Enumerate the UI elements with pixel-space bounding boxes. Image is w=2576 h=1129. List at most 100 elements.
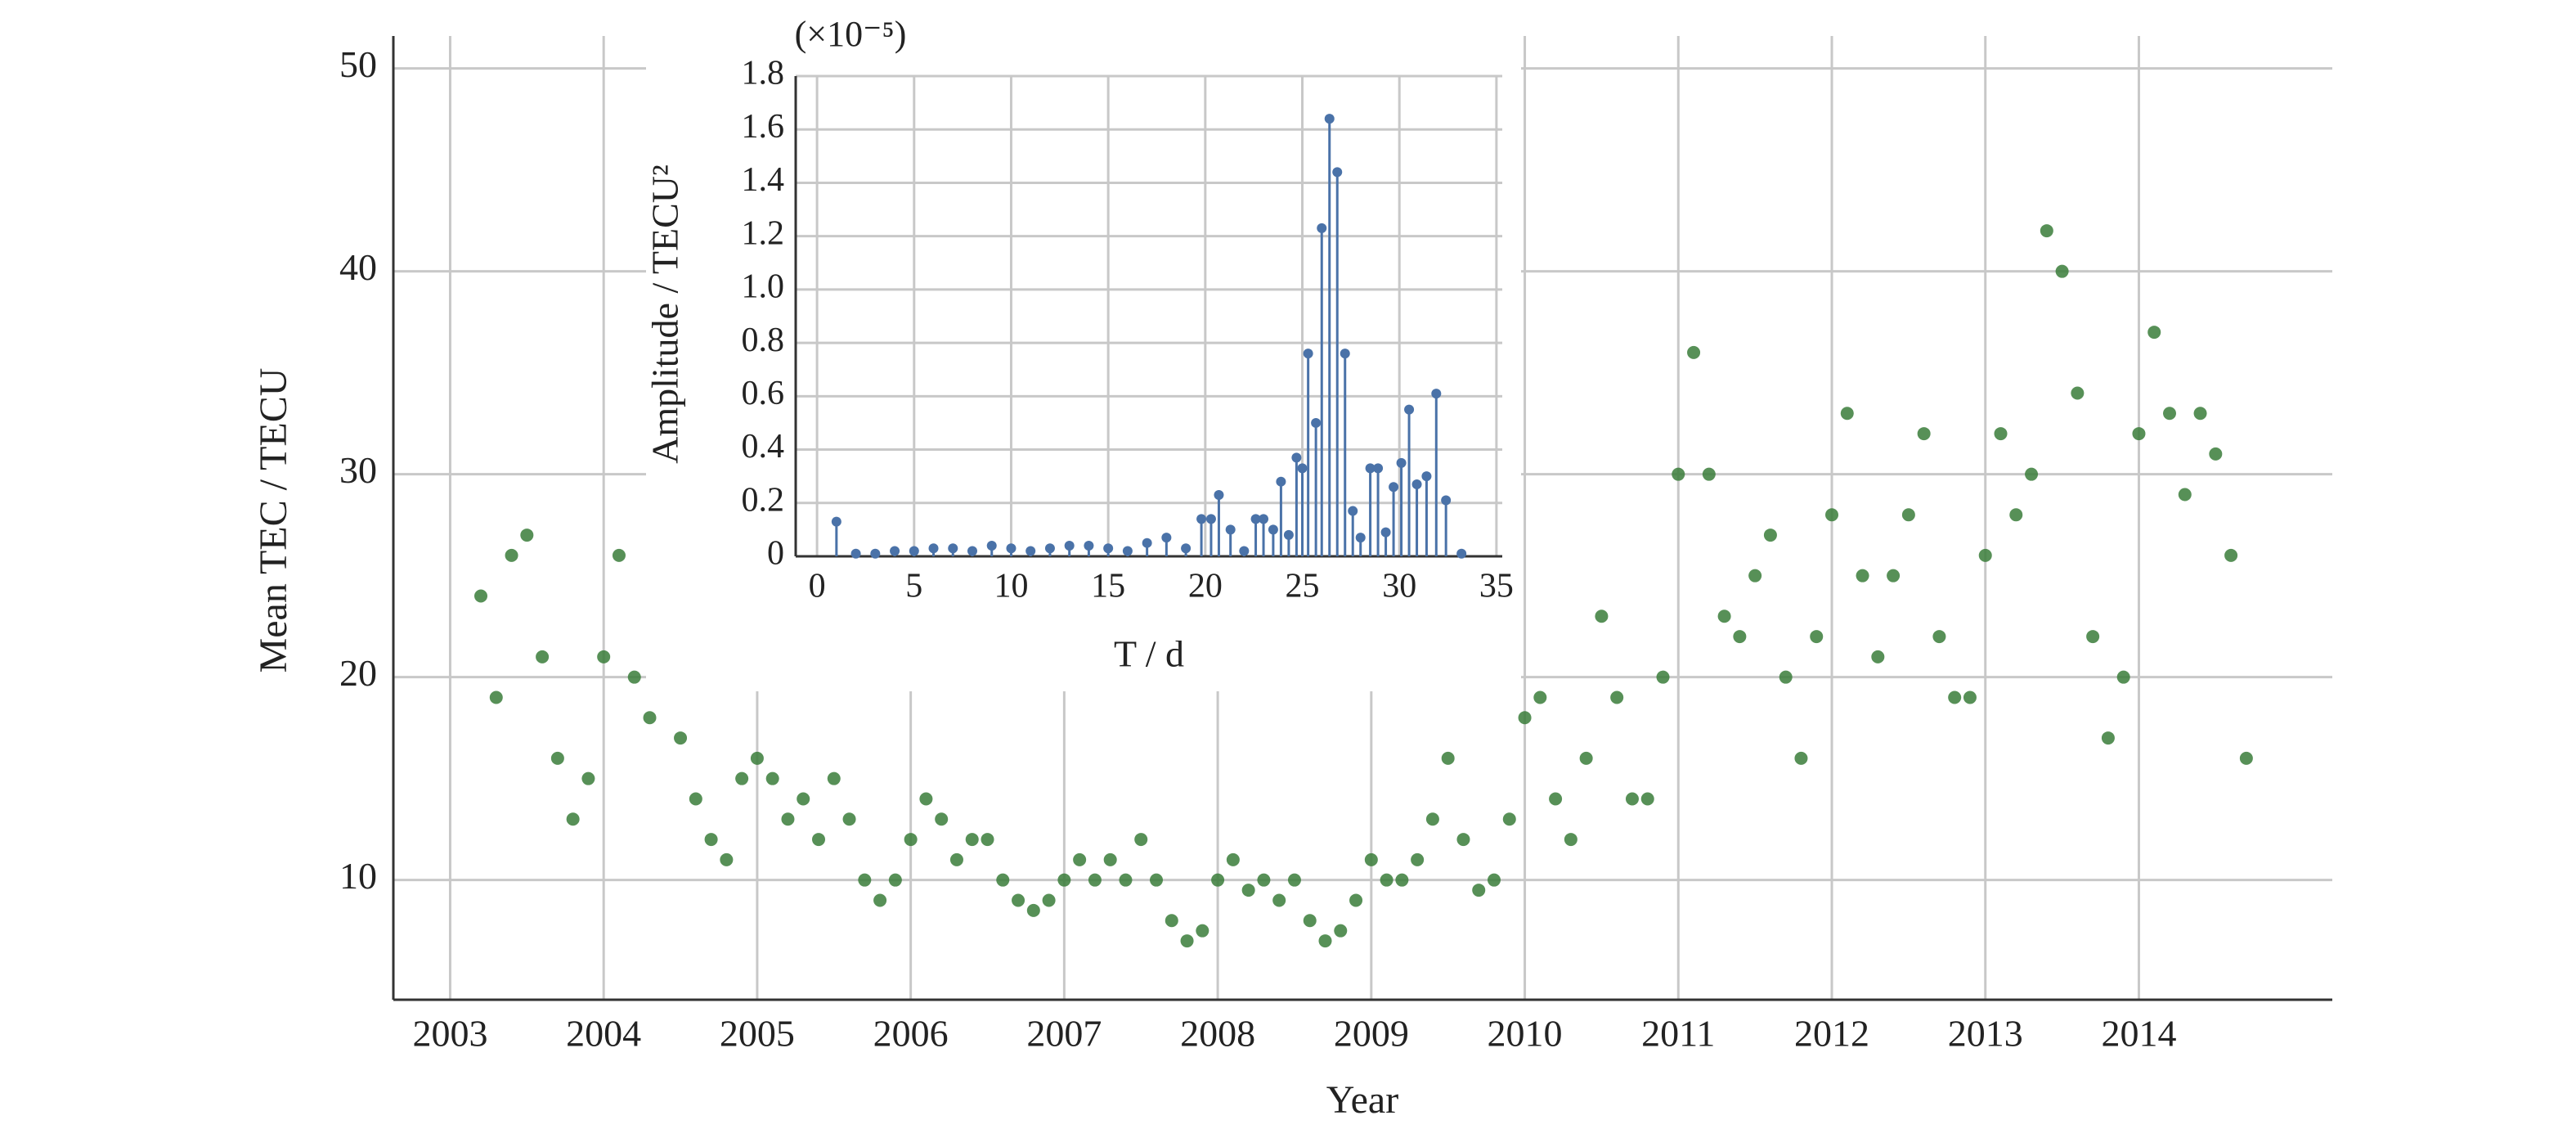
x-tick-label: 5 [905,568,922,605]
scatter-point [1717,609,1731,623]
stem-marker [1250,514,1261,524]
scatter-point [1794,751,1808,765]
x-tick-label: 2013 [1948,1013,2023,1055]
stem-marker [1404,404,1415,415]
stem-marker [1283,529,1294,540]
stem-marker [1396,457,1407,468]
stem-marker [1196,514,1207,524]
y-tick-label: 0.2 [742,481,785,519]
stem-marker [928,543,939,554]
y-tick-label: 1.8 [742,55,785,92]
x-tick-label: 2010 [1488,1013,1563,1055]
x-axis-label: Year [1326,1078,1398,1122]
scatter-point [904,833,918,847]
scatter-point [1334,924,1348,938]
y-unit-label: (×10⁻⁵) [795,14,907,54]
stem-marker [1064,540,1075,551]
scatter-point [1640,792,1654,806]
scatter-point [873,893,887,907]
y-tick-label: 1.2 [742,214,785,252]
scatter-point [1180,934,1194,948]
scatter-point [1057,873,1071,887]
inset-background [646,0,1521,691]
stem-marker [1025,546,1036,556]
stem-marker [1122,546,1133,556]
y-tick-label: 0.6 [742,375,785,412]
stem-marker [1297,463,1308,474]
scatter-point [1610,690,1624,704]
scatter-point [1702,467,1716,481]
stem-marker [909,546,919,556]
scatter-point [1748,569,1762,582]
stem-marker [1456,548,1467,559]
scatter-point [489,690,503,704]
scatter-point [1472,884,1486,897]
stem-marker [1303,349,1313,359]
stem-marker [1225,524,1236,535]
x-tick-label: 2011 [1641,1013,1715,1055]
scatter-point [505,548,518,562]
stem-marker [1259,514,1269,524]
scatter-point [2116,670,2130,684]
scatter-point [474,589,488,603]
stem-marker [1365,463,1376,474]
scatter-point [1978,548,1992,562]
scatter-point [689,792,702,806]
scatter-point [1672,467,1685,481]
stem-marker [850,548,861,559]
scatter-point [1196,924,1209,938]
stem-marker [1317,223,1327,233]
scatter-point [965,833,979,847]
scatter-point [1303,914,1317,928]
scatter-point [1425,812,1439,826]
stem-marker [1411,479,1422,489]
stem-marker [1044,543,1055,554]
scatter-point [1134,833,1148,847]
scatter-point [1088,873,1102,887]
y-tick-label: 20 [339,652,377,694]
scatter-point [1103,852,1117,866]
scatter-point [1211,873,1225,887]
scatter-point [2193,407,2207,421]
scatter-point [1272,893,1286,907]
x-tick-label: 2014 [2101,1013,2176,1055]
stem-marker [1324,114,1335,124]
y-tick-label: 0.8 [742,322,785,359]
x-tick-label: 25 [1286,568,1320,605]
scatter-point [1165,914,1178,928]
scatter-point [2025,467,2039,481]
stem-marker [1355,533,1366,543]
scatter-point [704,833,718,847]
scatter-point [1963,690,1977,704]
scatter-point [2147,326,2161,340]
stem-marker [1084,540,1094,551]
scatter-point [1871,650,1885,663]
stem-marker [1006,543,1016,554]
scatter-point [1380,873,1393,887]
scatter-point [520,529,534,542]
y-tick-label: 10 [339,855,377,897]
scatter-point [1994,427,2008,441]
scatter-point [2040,224,2053,238]
scatter-point [1917,427,1931,441]
scatter-point [1810,630,1824,644]
scatter-point [1349,893,1363,907]
scatter-point [2086,630,2100,644]
scatter-point [1411,852,1425,866]
stem-marker [1348,506,1358,516]
scatter-point [827,771,841,785]
y-tick-label: 1.0 [742,268,785,306]
scatter-point [2071,386,2085,400]
stem-marker [1291,452,1302,463]
scatter-point [981,833,994,847]
scatter-point [1825,508,1839,522]
x-axis-label: T / d [1114,633,1184,675]
stem-marker [1142,538,1152,548]
scatter-point [581,771,595,785]
scatter-point [1856,569,1869,582]
scatter-point [1241,884,1255,897]
scatter-point [1595,609,1609,623]
stem-marker [948,543,958,554]
